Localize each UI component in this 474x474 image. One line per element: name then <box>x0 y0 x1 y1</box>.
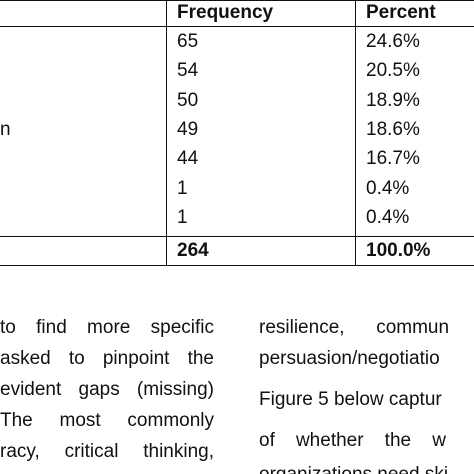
body-text-left-column: to find more specific asked to pinpoint … <box>0 313 214 474</box>
table-cell-percent: 16.7% <box>366 148 420 169</box>
row-label-partial: n <box>0 119 11 140</box>
table-cell-percent: 18.9% <box>366 90 420 111</box>
table-cell-percent: 0.4% <box>366 207 410 228</box>
table-cell-percent: 0.4% <box>366 178 410 199</box>
text-line: racy, critical thinking, <box>0 441 214 462</box>
table-cell-frequency: 1 <box>177 178 188 199</box>
table-total-rule <box>0 236 474 237</box>
table-bottom-rule <box>0 265 474 266</box>
total-frequency: 264 <box>177 240 209 261</box>
text-line: to find more specific <box>0 317 214 338</box>
text-line: of whether the w <box>259 430 446 451</box>
header-frequency: Frequency <box>177 2 274 23</box>
table-cell-percent: 18.6% <box>366 119 420 140</box>
table-top-rule <box>0 0 474 1</box>
table-cell-percent: 24.6% <box>366 31 420 52</box>
text-line: Figure 5 below captur <box>259 389 442 410</box>
table-cell-frequency: 65 <box>177 31 199 52</box>
text-line: organizations need ski <box>259 460 448 474</box>
header-percent: Percent <box>366 2 436 23</box>
text-line: The most commonly <box>0 410 214 431</box>
table-cell-frequency: 54 <box>177 60 199 81</box>
table-cell-frequency: 44 <box>177 148 199 169</box>
total-percent: 100.0% <box>366 240 431 261</box>
text-line: asked to pinpoint the <box>0 348 214 369</box>
text-line: evident gaps (missing) <box>0 379 214 400</box>
table-cell-percent: 20.5% <box>366 60 420 81</box>
table-cell-frequency: 49 <box>177 119 199 140</box>
text-line: persuasion/negotiatio <box>259 348 440 369</box>
table-header-rule <box>0 26 474 27</box>
body-text-right-column: resilience, commun persuasion/negotiatio… <box>259 313 474 474</box>
table-cell-frequency: 50 <box>177 90 199 111</box>
table-divider-2 <box>355 0 356 266</box>
text-line: resilience, commun <box>259 317 450 338</box>
table-cell-frequency: 1 <box>177 207 188 228</box>
table-divider-1 <box>166 0 167 266</box>
frequency-table: Frequency Percent n 65 24.6% 54 20.5% 50… <box>0 0 474 266</box>
